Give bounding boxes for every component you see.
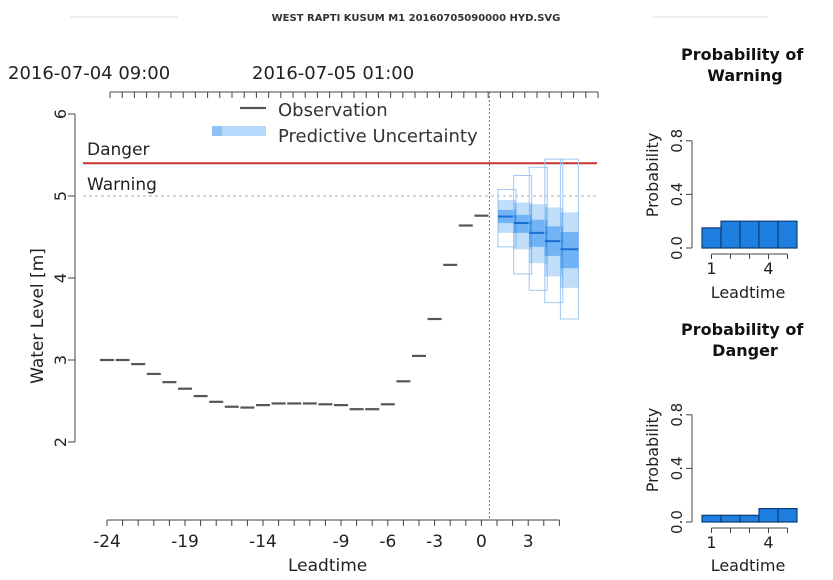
danger-panel-title-line2: Danger [712, 341, 778, 360]
danger-panel-y-tick-label: 0.8 [668, 403, 686, 427]
main-x-axis-label: Leadtime [288, 556, 367, 576]
danger-panel-bar [701, 514, 722, 523]
main-y-tick-label: 5 [51, 191, 70, 201]
warning-panel-title: Probability of Warning [681, 45, 809, 85]
legend-uncertainty-swatch-b [222, 126, 266, 136]
warning-panel-bar [701, 227, 722, 249]
warning-panel-title-line2: Warning [707, 66, 782, 85]
main-chart-plot: 2 3 4 5 6 -24 -19 -14 -9 -6 -3 0 3 Danger Warning [51, 91, 599, 552]
legend-observation-label: Observation [278, 100, 388, 121]
danger-panel-title-line1: Probability of [681, 320, 804, 339]
warning-probability-plot: 0.0 0.4 0.8 1 4 [668, 129, 798, 278]
warning-panel-x-axis-label: Leadtime [711, 283, 786, 302]
danger-panel-title: Probability of Danger [681, 320, 809, 360]
main-y-tick-label: 4 [51, 273, 70, 283]
warning-panel-bar [739, 220, 760, 249]
warning-panel-bar [720, 220, 741, 249]
main-x-tick-label: -19 [171, 532, 199, 552]
legend-uncertainty-label: Predictive Uncertainty [278, 126, 478, 147]
danger-panel-x-tick-label: 1 [706, 533, 716, 552]
main-x-tick-label: -14 [249, 532, 277, 552]
main-y-tick-label: 2 [51, 437, 70, 447]
danger-panel-y-axis-label: Probability [643, 408, 662, 493]
top-axis-label-0: 2016-07-04 09:00 [8, 63, 170, 84]
danger-panel-x-tick-label: 4 [763, 533, 773, 552]
main-y-tick-label: 6 [51, 109, 70, 119]
main-x-tick-label: -9 [333, 532, 350, 552]
warning-panel-y-tick-label: 0.4 [668, 182, 686, 206]
warning-panel-x-tick-label: 1 [706, 259, 716, 278]
top-axis-label-1: 2016-07-05 01:00 [252, 63, 414, 84]
legend-uncertainty-swatch-a [212, 126, 222, 136]
figure-header: WEST RAPTI KUSUM M1 20160705090000 HYD.S… [272, 13, 561, 24]
warning-threshold-label: Warning [87, 175, 157, 195]
danger-panel-y-tick-label: 0.0 [668, 510, 686, 534]
warning-panel-y-axis-label: Probability [643, 133, 662, 218]
warning-panel-y-tick-label: 0.0 [668, 236, 686, 260]
danger-threshold-label: Danger [87, 140, 150, 160]
danger-panel-bar [720, 514, 741, 523]
warning-panel-x-tick-label: 4 [763, 259, 773, 278]
main-x-tick-label: -6 [379, 532, 396, 552]
warning-panel-y-tick-label: 0.8 [668, 129, 686, 153]
danger-panel-bar [758, 508, 779, 523]
main-x-tick-label: -3 [426, 532, 443, 552]
danger-probability-plot: 0.0 0.4 0.8 1 4 [668, 403, 798, 552]
danger-panel-x-axis-label: Leadtime [711, 556, 786, 575]
warning-panel-bar [777, 220, 798, 249]
danger-panel-y-tick-label: 0.4 [668, 456, 686, 480]
warning-panel-title-line1: Probability of [681, 45, 804, 64]
main-y-tick-label: 3 [51, 355, 70, 365]
main-legend: Observation Predictive Uncertainty [212, 100, 478, 147]
danger-panel-bar [739, 514, 760, 523]
danger-panel-bar [777, 508, 798, 523]
main-x-tick-label: -24 [93, 532, 121, 552]
warning-panel-bar [758, 220, 779, 249]
main-x-tick-label: 0 [476, 532, 487, 552]
main-y-axis-label: Water Level [m] [28, 248, 48, 384]
main-x-tick-label: 3 [523, 532, 534, 552]
